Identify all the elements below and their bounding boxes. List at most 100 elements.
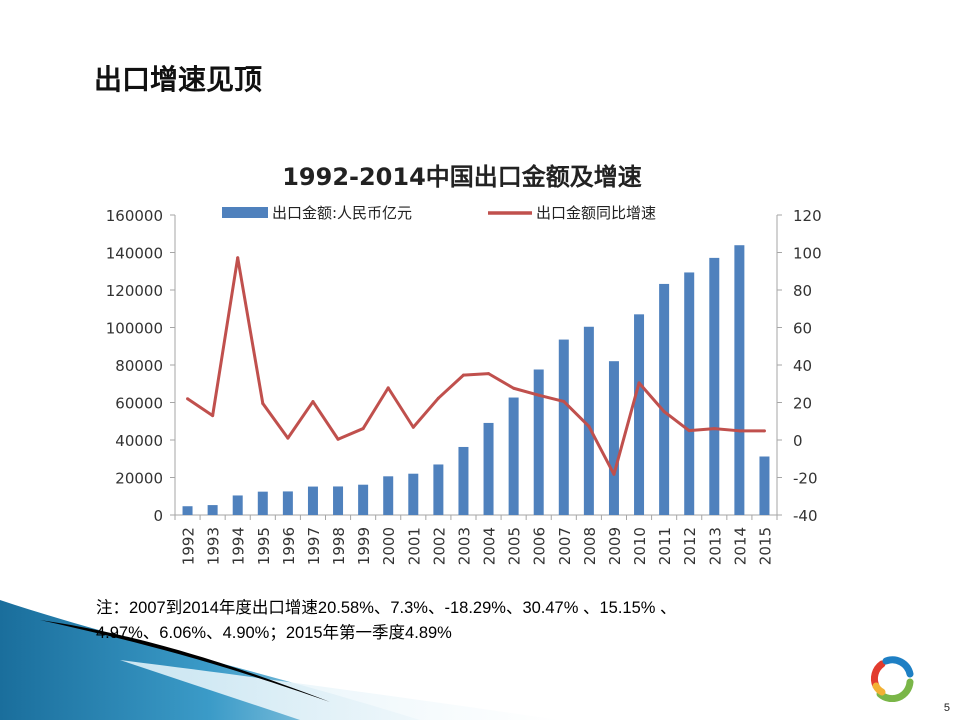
x-tick-label: 2014 xyxy=(731,527,749,565)
x-tick-label: 2007 xyxy=(556,527,574,565)
legend-bar-swatch xyxy=(222,207,268,218)
axes: 0 20000 40000 60000 80000 100000 120000 140000 1… xyxy=(106,207,822,525)
line-point-1996 xyxy=(286,436,290,440)
line-point-1999 xyxy=(361,427,365,431)
x-tick-label: 1993 xyxy=(205,527,223,565)
line-point-2003 xyxy=(461,373,465,377)
line-point-1995 xyxy=(261,401,265,405)
line-point-1997 xyxy=(311,400,315,404)
y-right-tick-label: 40 xyxy=(793,357,812,375)
bar-2002 xyxy=(433,464,444,515)
line-point-2007 xyxy=(562,399,566,403)
x-tick-label: 1997 xyxy=(305,527,323,565)
chart-title: 1992-2014中国出口金额及增速 xyxy=(282,163,642,191)
bar-1992 xyxy=(182,506,193,515)
bar-1995 xyxy=(257,491,268,515)
y-right-tick-label: 20 xyxy=(793,395,812,413)
x-tick-label: 1994 xyxy=(230,527,248,565)
x-axis-labels: 1992 1993 1994 1995 1996 1997 1998 1999 2000 2001… xyxy=(180,527,775,565)
line-point-2010 xyxy=(637,381,641,385)
company-logo-icon xyxy=(870,656,914,702)
bar-2008 xyxy=(583,326,594,515)
bar-2010 xyxy=(634,314,645,515)
line-point-2005 xyxy=(512,386,516,390)
y-left-tick-label: 100000 xyxy=(106,320,163,338)
bar-2013 xyxy=(709,257,720,515)
footnote-line-1: 注：2007到2014年度出口增速20.58%、7.3%、-18.29%、30.… xyxy=(96,599,677,617)
y-right-tick-label: 120 xyxy=(793,207,822,225)
x-tick-label: 2004 xyxy=(481,527,499,565)
bar-1999 xyxy=(358,484,369,515)
bar-2000 xyxy=(383,476,394,515)
line-point-2001 xyxy=(411,425,415,429)
line-point-1992 xyxy=(186,397,190,401)
x-tick-label: 2015 xyxy=(756,527,774,565)
line-point-1993 xyxy=(211,414,215,418)
x-tick-label: 2013 xyxy=(706,527,724,565)
x-tick-label: 1992 xyxy=(180,527,198,565)
x-tick-label: 2003 xyxy=(455,527,473,565)
legend-line-label: 出口金额同比增速 xyxy=(536,204,656,222)
y-right-tick-label: 100 xyxy=(793,245,822,263)
line-point-2004 xyxy=(487,372,491,376)
bar-series xyxy=(182,245,770,515)
bar-2004 xyxy=(483,422,494,515)
x-tick-label: 2006 xyxy=(531,527,549,565)
line-point-2008 xyxy=(587,424,591,428)
page-number: 5 xyxy=(943,702,950,714)
bar-2005 xyxy=(508,397,519,515)
line-point-2009 xyxy=(612,472,616,476)
x-tick-label: 2002 xyxy=(430,527,448,565)
footnote: 注：2007到2014年度出口增速20.58%、7.3%、-18.29%、30.… xyxy=(96,596,856,646)
bar-1997 xyxy=(307,486,318,515)
line-point-2011 xyxy=(662,410,666,414)
bar-1998 xyxy=(333,486,344,515)
legend-bar-label: 出口金额:人民币亿元 xyxy=(272,204,412,222)
x-tick-label: 1998 xyxy=(330,527,348,565)
x-tick-label: 2012 xyxy=(681,527,699,565)
x-tick-label: 1996 xyxy=(280,527,298,565)
x-tick-label: 2011 xyxy=(656,527,674,565)
y-left-tick-label: 160000 xyxy=(106,207,163,225)
line-point-2006 xyxy=(537,393,541,397)
line-point-1998 xyxy=(336,437,340,441)
y-right-tick-label: 60 xyxy=(793,320,812,338)
line-point-1994 xyxy=(236,256,240,260)
footnote-line-2: 4.97%、6.06%、4.90%；2015年第一季度4.89% xyxy=(96,624,452,642)
bar-2001 xyxy=(408,473,419,515)
growth-line xyxy=(186,256,765,476)
bar-2011 xyxy=(659,283,670,515)
bar-2009 xyxy=(608,361,619,515)
y-left-tick-label: 20000 xyxy=(115,470,163,488)
y-left-tick-label: 60000 xyxy=(115,395,163,413)
y-right-tick-label: -20 xyxy=(793,470,818,488)
y-left-tick-label: 0 xyxy=(153,507,163,525)
x-tick-label: 2000 xyxy=(380,527,398,565)
x-tick-label: 2005 xyxy=(506,527,524,565)
x-tick-label: 1995 xyxy=(255,527,273,565)
line-point-2002 xyxy=(436,396,440,400)
line-point-2015 xyxy=(762,429,766,433)
line-point-2012 xyxy=(687,429,691,433)
bar-2014 xyxy=(734,245,745,515)
y-left-tick-label: 80000 xyxy=(115,357,163,375)
y-left-tick-label: 140000 xyxy=(106,245,163,263)
bar-2007 xyxy=(558,339,569,515)
bar-2012 xyxy=(684,272,695,515)
y-right-tick-label: 80 xyxy=(793,282,812,300)
y-right-tick-label: 0 xyxy=(793,432,803,450)
x-tick-label: 2009 xyxy=(606,527,624,565)
bar-2015 xyxy=(759,456,770,515)
bar-1993 xyxy=(207,505,218,515)
y-left-tick-label: 40000 xyxy=(115,432,163,450)
bar-1996 xyxy=(282,491,293,515)
line-point-2000 xyxy=(386,386,390,390)
x-tick-label: 2010 xyxy=(631,527,649,565)
x-tick-label: 1999 xyxy=(355,527,373,565)
legend: 出口金额:人民币亿元 出口金额同比增速 xyxy=(222,204,656,222)
slide-title: 出口增速见顶 xyxy=(94,63,263,96)
y-left-tick-label: 120000 xyxy=(106,282,163,300)
bar-2003 xyxy=(458,446,469,515)
